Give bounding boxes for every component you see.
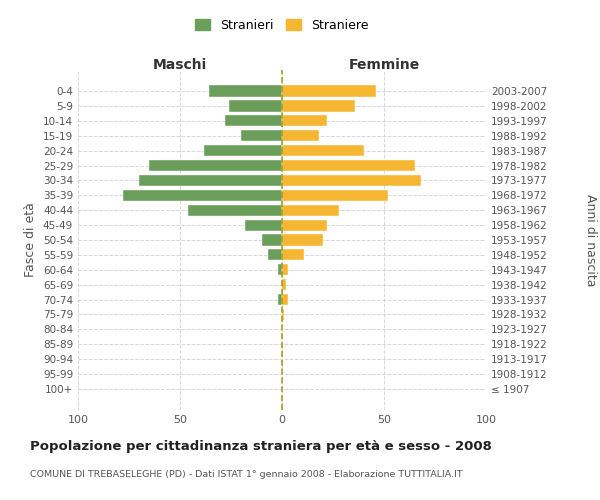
Bar xyxy=(282,279,286,290)
Bar xyxy=(282,309,284,320)
Bar xyxy=(123,190,282,201)
Bar xyxy=(282,190,388,201)
Bar xyxy=(209,86,282,96)
Bar xyxy=(241,130,282,141)
Bar xyxy=(282,204,339,216)
Bar xyxy=(262,234,282,246)
Bar xyxy=(188,204,282,216)
Bar xyxy=(282,175,421,186)
Bar xyxy=(205,145,282,156)
Text: COMUNE DI TREBASELEGHE (PD) - Dati ISTAT 1° gennaio 2008 - Elaborazione TUTTITAL: COMUNE DI TREBASELEGHE (PD) - Dati ISTAT… xyxy=(30,470,463,479)
Text: Anni di nascita: Anni di nascita xyxy=(584,194,597,286)
Bar xyxy=(282,294,288,305)
Bar xyxy=(278,264,282,276)
Bar xyxy=(282,115,327,126)
Bar xyxy=(282,86,376,96)
Bar xyxy=(229,100,282,112)
Bar xyxy=(149,160,282,171)
Text: Maschi: Maschi xyxy=(153,58,207,71)
Bar xyxy=(278,294,282,305)
Bar xyxy=(245,220,282,230)
Bar xyxy=(282,250,304,260)
Bar xyxy=(139,175,282,186)
Bar xyxy=(268,250,282,260)
Bar xyxy=(282,220,327,230)
Bar xyxy=(282,160,415,171)
Text: Femmine: Femmine xyxy=(349,58,419,71)
Legend: Stranieri, Straniere: Stranieri, Straniere xyxy=(191,15,373,36)
Bar xyxy=(282,145,364,156)
Bar xyxy=(225,115,282,126)
Bar xyxy=(282,130,319,141)
Y-axis label: Fasce di età: Fasce di età xyxy=(25,202,37,278)
Bar xyxy=(282,100,355,112)
Bar xyxy=(282,264,288,276)
Text: Popolazione per cittadinanza straniera per età e sesso - 2008: Popolazione per cittadinanza straniera p… xyxy=(30,440,492,453)
Bar xyxy=(282,234,323,246)
